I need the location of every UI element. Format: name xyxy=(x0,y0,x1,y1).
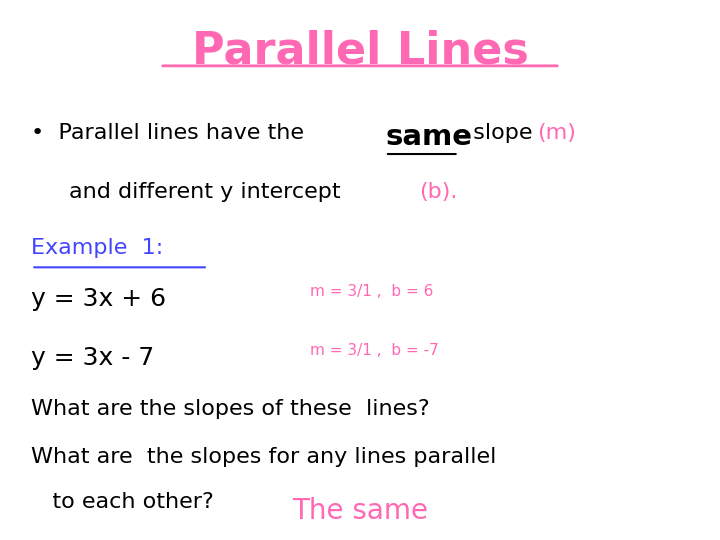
Text: What are the slopes of these  lines?: What are the slopes of these lines? xyxy=(32,400,430,420)
Text: The same: The same xyxy=(292,497,428,525)
Text: m = 3/1 ,  b = 6: m = 3/1 , b = 6 xyxy=(310,285,433,299)
Text: (m): (m) xyxy=(537,123,576,143)
Text: y = 3x + 6: y = 3x + 6 xyxy=(32,287,166,311)
Text: slope: slope xyxy=(459,123,539,143)
Text: to each other?: to each other? xyxy=(32,492,214,512)
Text: and different y intercept: and different y intercept xyxy=(69,182,348,202)
Text: Parallel Lines: Parallel Lines xyxy=(192,30,528,72)
Text: What are  the slopes for any lines parallel: What are the slopes for any lines parall… xyxy=(32,448,497,468)
Text: y = 3x - 7: y = 3x - 7 xyxy=(32,346,155,370)
Text: (b).: (b). xyxy=(419,182,458,202)
Text: Example  1:: Example 1: xyxy=(32,238,163,258)
Text: same: same xyxy=(385,123,472,151)
Text: •  Parallel lines have the: • Parallel lines have the xyxy=(32,123,312,143)
Text: m = 3/1 ,  b = -7: m = 3/1 , b = -7 xyxy=(310,343,438,358)
